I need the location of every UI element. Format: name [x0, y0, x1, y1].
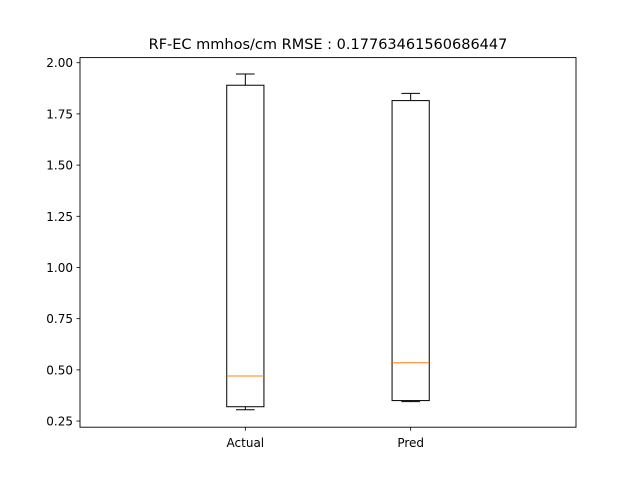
y-tick-label: 0.75 [46, 312, 73, 326]
y-tick-label: 2.00 [46, 56, 73, 70]
y-tick-label: 1.75 [46, 107, 73, 121]
y-tick-label: 1.00 [46, 261, 73, 275]
plot-area-frame [79, 57, 577, 428]
chart-title: RF-EC mmhos/cm RMSE : 0.1776346156068644… [149, 37, 508, 53]
box-iqr [391, 100, 430, 402]
x-tick-label: Actual [227, 436, 265, 450]
x-tick-label: Pred [397, 436, 424, 450]
y-tick-label: 0.50 [46, 363, 73, 377]
y-tick-label: 0.25 [46, 415, 73, 429]
box-iqr [226, 84, 265, 408]
y-tick-label: 1.50 [46, 159, 73, 173]
y-tick-label: 1.25 [46, 210, 73, 224]
